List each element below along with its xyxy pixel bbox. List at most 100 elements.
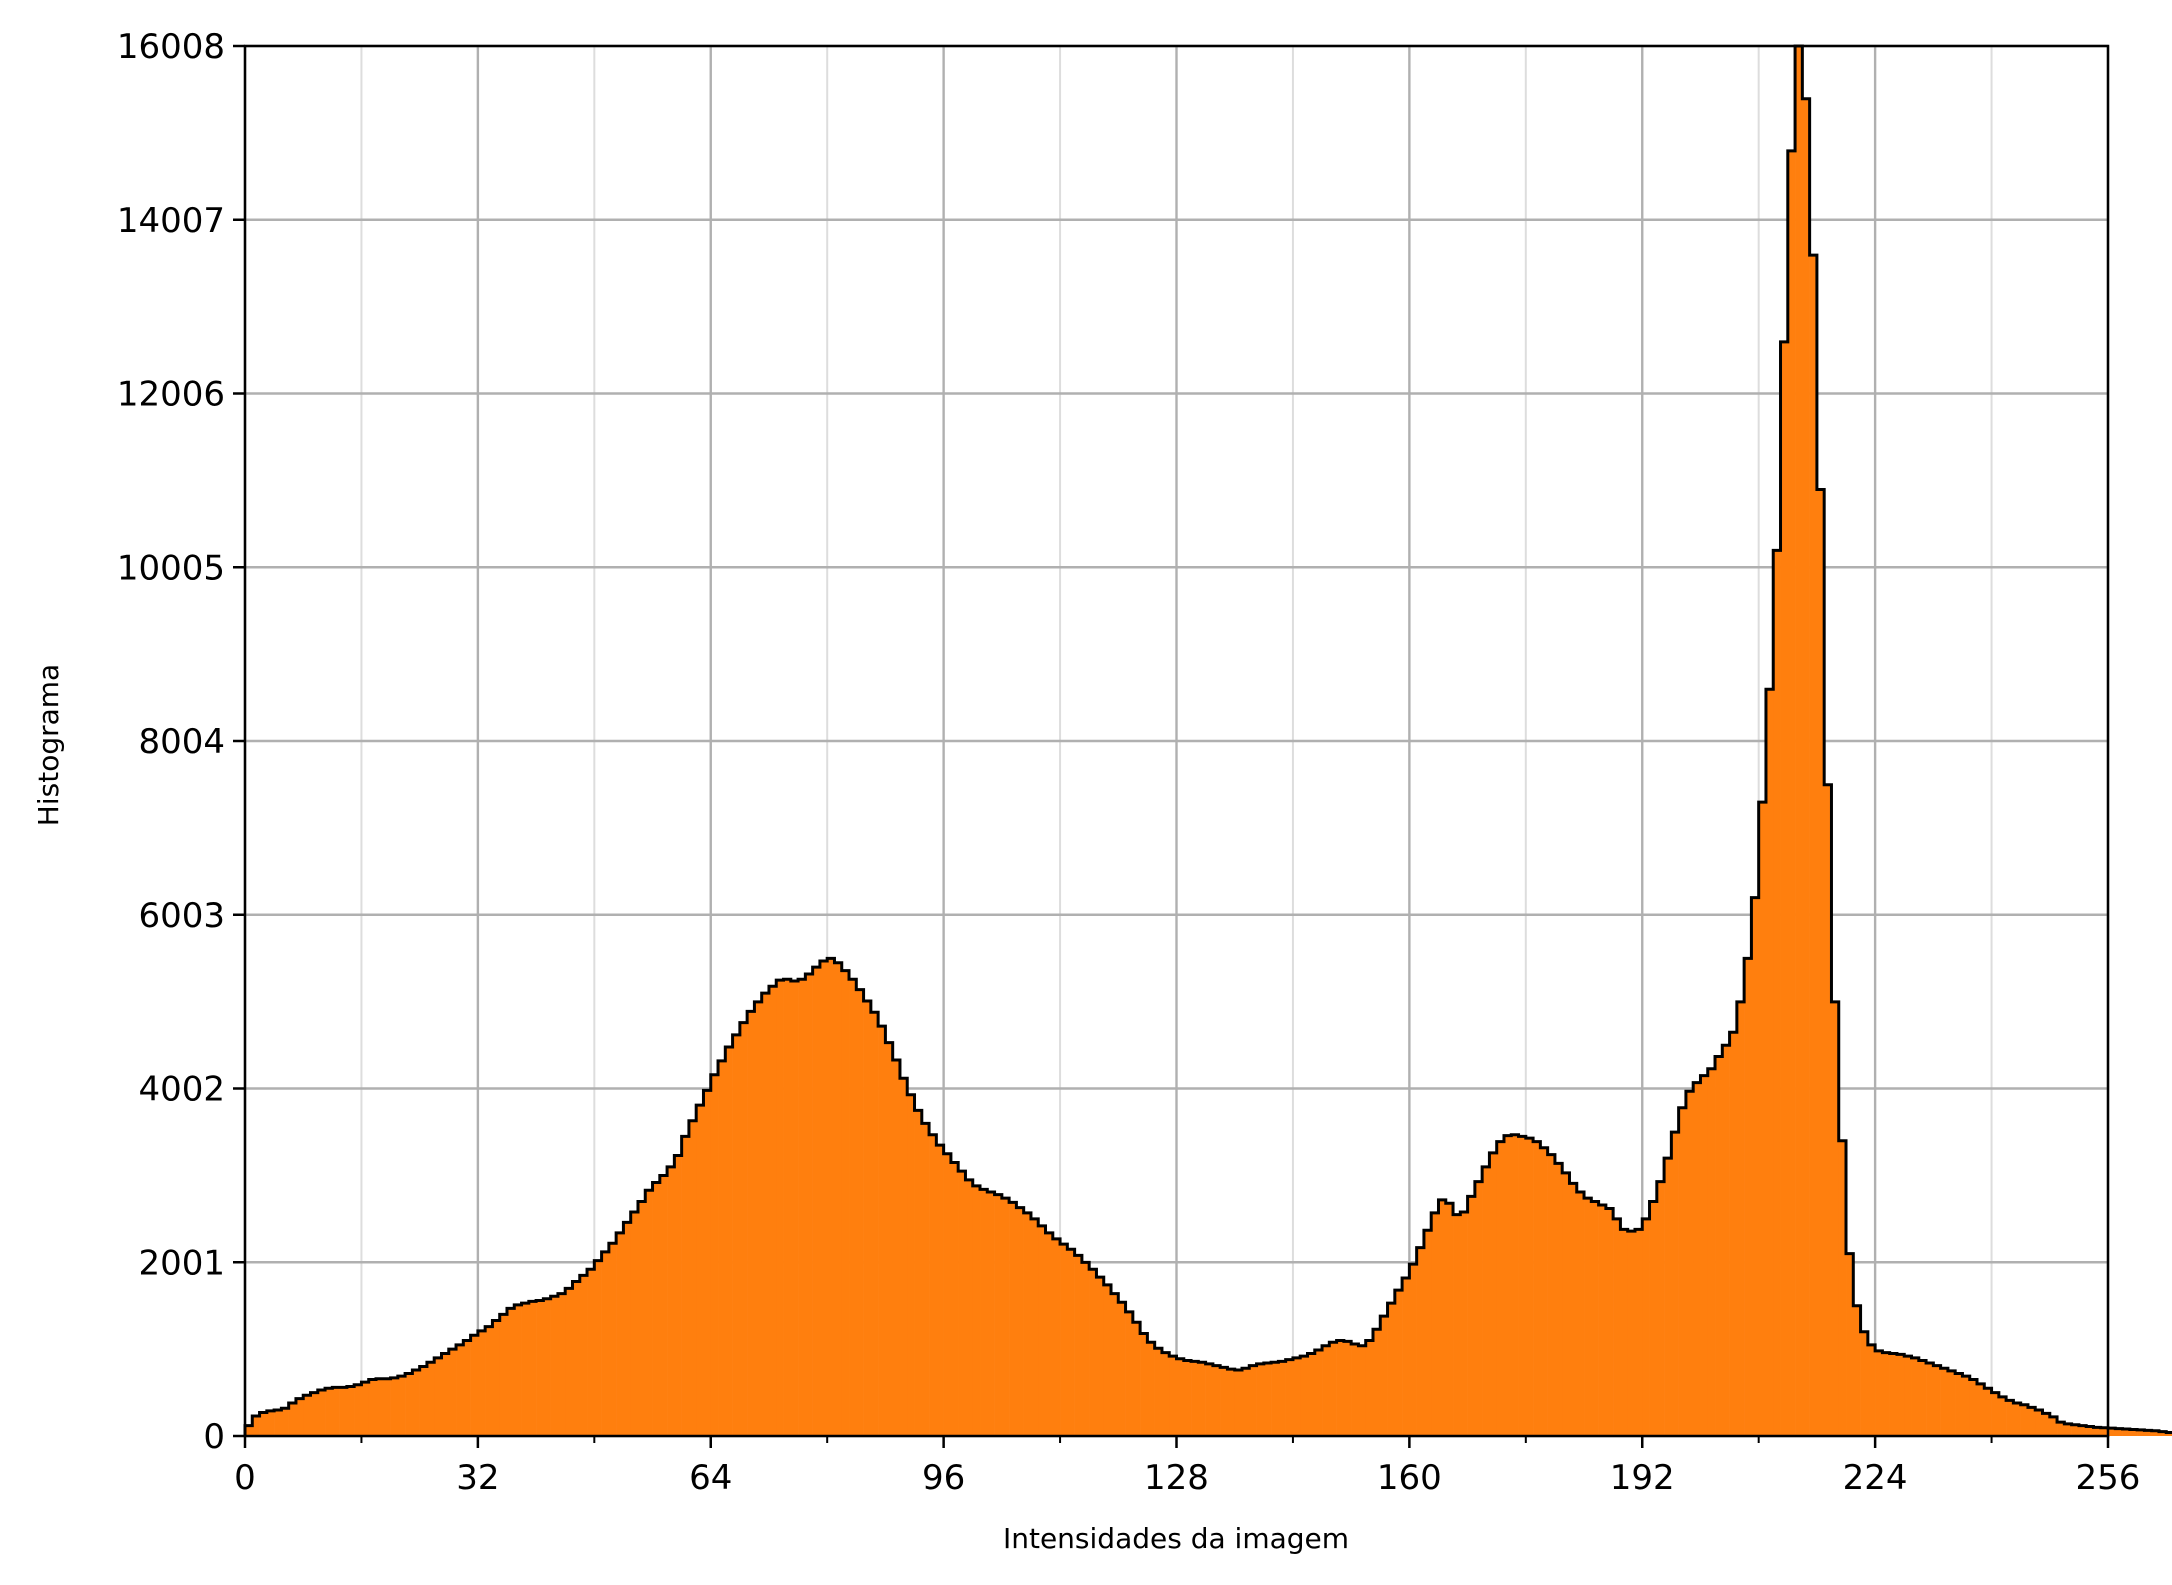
- histogram-bar: [1700, 1075, 1709, 1436]
- histogram-bar: [645, 1190, 653, 1436]
- x-tick-label: 128: [1144, 1458, 1209, 1498]
- histogram-bar: [1926, 1363, 1934, 1436]
- histogram-bar: [623, 1222, 631, 1436]
- histogram-bar: [725, 1046, 733, 1436]
- histogram-bar: [499, 1314, 508, 1436]
- histogram-bar: [1060, 1244, 1068, 1436]
- histogram-bar: [310, 1392, 319, 1436]
- histogram-bar: [608, 1243, 617, 1436]
- histogram-bar: [1111, 1293, 1119, 1436]
- histogram-bar: [361, 1382, 370, 1436]
- histogram-bar: [1343, 1341, 1352, 1436]
- histogram-bar: [703, 1090, 712, 1436]
- histogram-bar: [1351, 1343, 1359, 1436]
- histogram-bar: [1969, 1379, 1978, 1436]
- histogram-bar: [696, 1105, 704, 1436]
- histogram-bar: [470, 1335, 479, 1436]
- histogram-bar: [1147, 1342, 1155, 1436]
- histogram-bar: [536, 1300, 544, 1436]
- histogram-bar: [1547, 1154, 1556, 1436]
- histogram-bar: [878, 1026, 886, 1436]
- histogram-bar: [1096, 1277, 1105, 1436]
- histogram-bar: [412, 1370, 420, 1436]
- histogram-bar: [1023, 1212, 1032, 1436]
- histogram-bar: [812, 967, 821, 1436]
- histogram-bar: [1067, 1249, 1075, 1436]
- histogram-bar: [819, 961, 828, 1436]
- histogram-bar: [1416, 1247, 1425, 1436]
- histogram-bar: [1533, 1141, 1541, 1436]
- histogram-bar: [506, 1308, 515, 1436]
- histogram-bar: [354, 1384, 362, 1436]
- histogram-bar: [1678, 1107, 1687, 1436]
- histogram-bar: [747, 1011, 755, 1436]
- histogram-bar: [1358, 1345, 1367, 1436]
- histogram-bar: [776, 980, 784, 1436]
- histogram-bar: [514, 1304, 522, 1436]
- histogram-bar: [1460, 1211, 1468, 1436]
- histogram-bar: [375, 1378, 384, 1436]
- histogram-bar: [1831, 1001, 1840, 1436]
- histogram-bar: [1132, 1322, 1141, 1436]
- histogram-bar: [325, 1388, 333, 1436]
- histogram-bar: [950, 1162, 959, 1436]
- histogram-bar: [885, 1042, 893, 1436]
- histogram-bar: [1933, 1365, 1941, 1436]
- histogram-bar: [434, 1357, 442, 1436]
- histogram-bar: [274, 1409, 282, 1436]
- histogram-bar: [2049, 1416, 2058, 1436]
- histogram-bar: [2166, 1432, 2172, 1436]
- histogram-bar: [1685, 1091, 1694, 1436]
- x-axis-ticks: 0 32 64 96 128 160 192 224 256: [234, 1436, 2140, 1498]
- histogram-bar: [1758, 802, 1767, 1436]
- histogram-bar: [1554, 1163, 1563, 1436]
- histogram-bar: [1722, 1045, 1730, 1436]
- histogram-bar: [1744, 958, 1752, 1436]
- histogram-bar: [1824, 784, 1832, 1436]
- histogram-bar: [477, 1330, 486, 1436]
- histogram-bar: [652, 1182, 661, 1436]
- histogram-bar: [1627, 1231, 1636, 1436]
- histogram-bar: [441, 1353, 450, 1436]
- histogram-bar: [1081, 1262, 1090, 1436]
- histogram-bar: [972, 1185, 981, 1436]
- y-axis-title: Histograma: [32, 664, 65, 826]
- histogram-bar: [1540, 1147, 1548, 1436]
- histogram-bar: [2086, 1426, 2094, 1436]
- histogram-bar: [1489, 1152, 1498, 1436]
- histogram-bar: [463, 1340, 471, 1436]
- histogram-bar: [2020, 1404, 2029, 1436]
- histogram-bar: [1955, 1373, 1963, 1436]
- histogram-bar: [2006, 1400, 2014, 1436]
- histogram-bar: [1423, 1230, 1432, 1436]
- histogram-bar: [1009, 1202, 1017, 1436]
- histogram-bar: [914, 1110, 923, 1436]
- histogram-bar: [2013, 1403, 2021, 1436]
- histogram-bar: [288, 1403, 297, 1436]
- histogram-bar: [805, 974, 813, 1436]
- histogram-bar: [1736, 1001, 1745, 1436]
- histogram-bar: [768, 986, 777, 1436]
- histogram-bar: [390, 1377, 399, 1436]
- histogram-bar: [1365, 1340, 1374, 1436]
- histogram-bar: [1613, 1218, 1621, 1436]
- y-tick-label: 0: [203, 1417, 225, 1457]
- histogram-bar: [667, 1166, 675, 1436]
- histogram-bar: [1322, 1345, 1330, 1436]
- histogram-bar: [2093, 1427, 2102, 1436]
- histogram-bar: [929, 1134, 937, 1436]
- histogram-bar: [368, 1379, 377, 1436]
- histogram-bar: [1860, 1331, 1869, 1436]
- histogram-bar: [1016, 1207, 1024, 1436]
- histogram-bar: [557, 1293, 566, 1436]
- histogram-bar: [710, 1074, 719, 1436]
- y-tick-label: 8004: [138, 722, 225, 762]
- histogram-bar: [397, 1376, 406, 1436]
- histogram-bar: [594, 1260, 602, 1436]
- histogram-bar: [965, 1179, 974, 1436]
- histogram-bar: [688, 1120, 697, 1436]
- histogram-bar: [761, 993, 770, 1436]
- histogram-bar: [1249, 1365, 1257, 1436]
